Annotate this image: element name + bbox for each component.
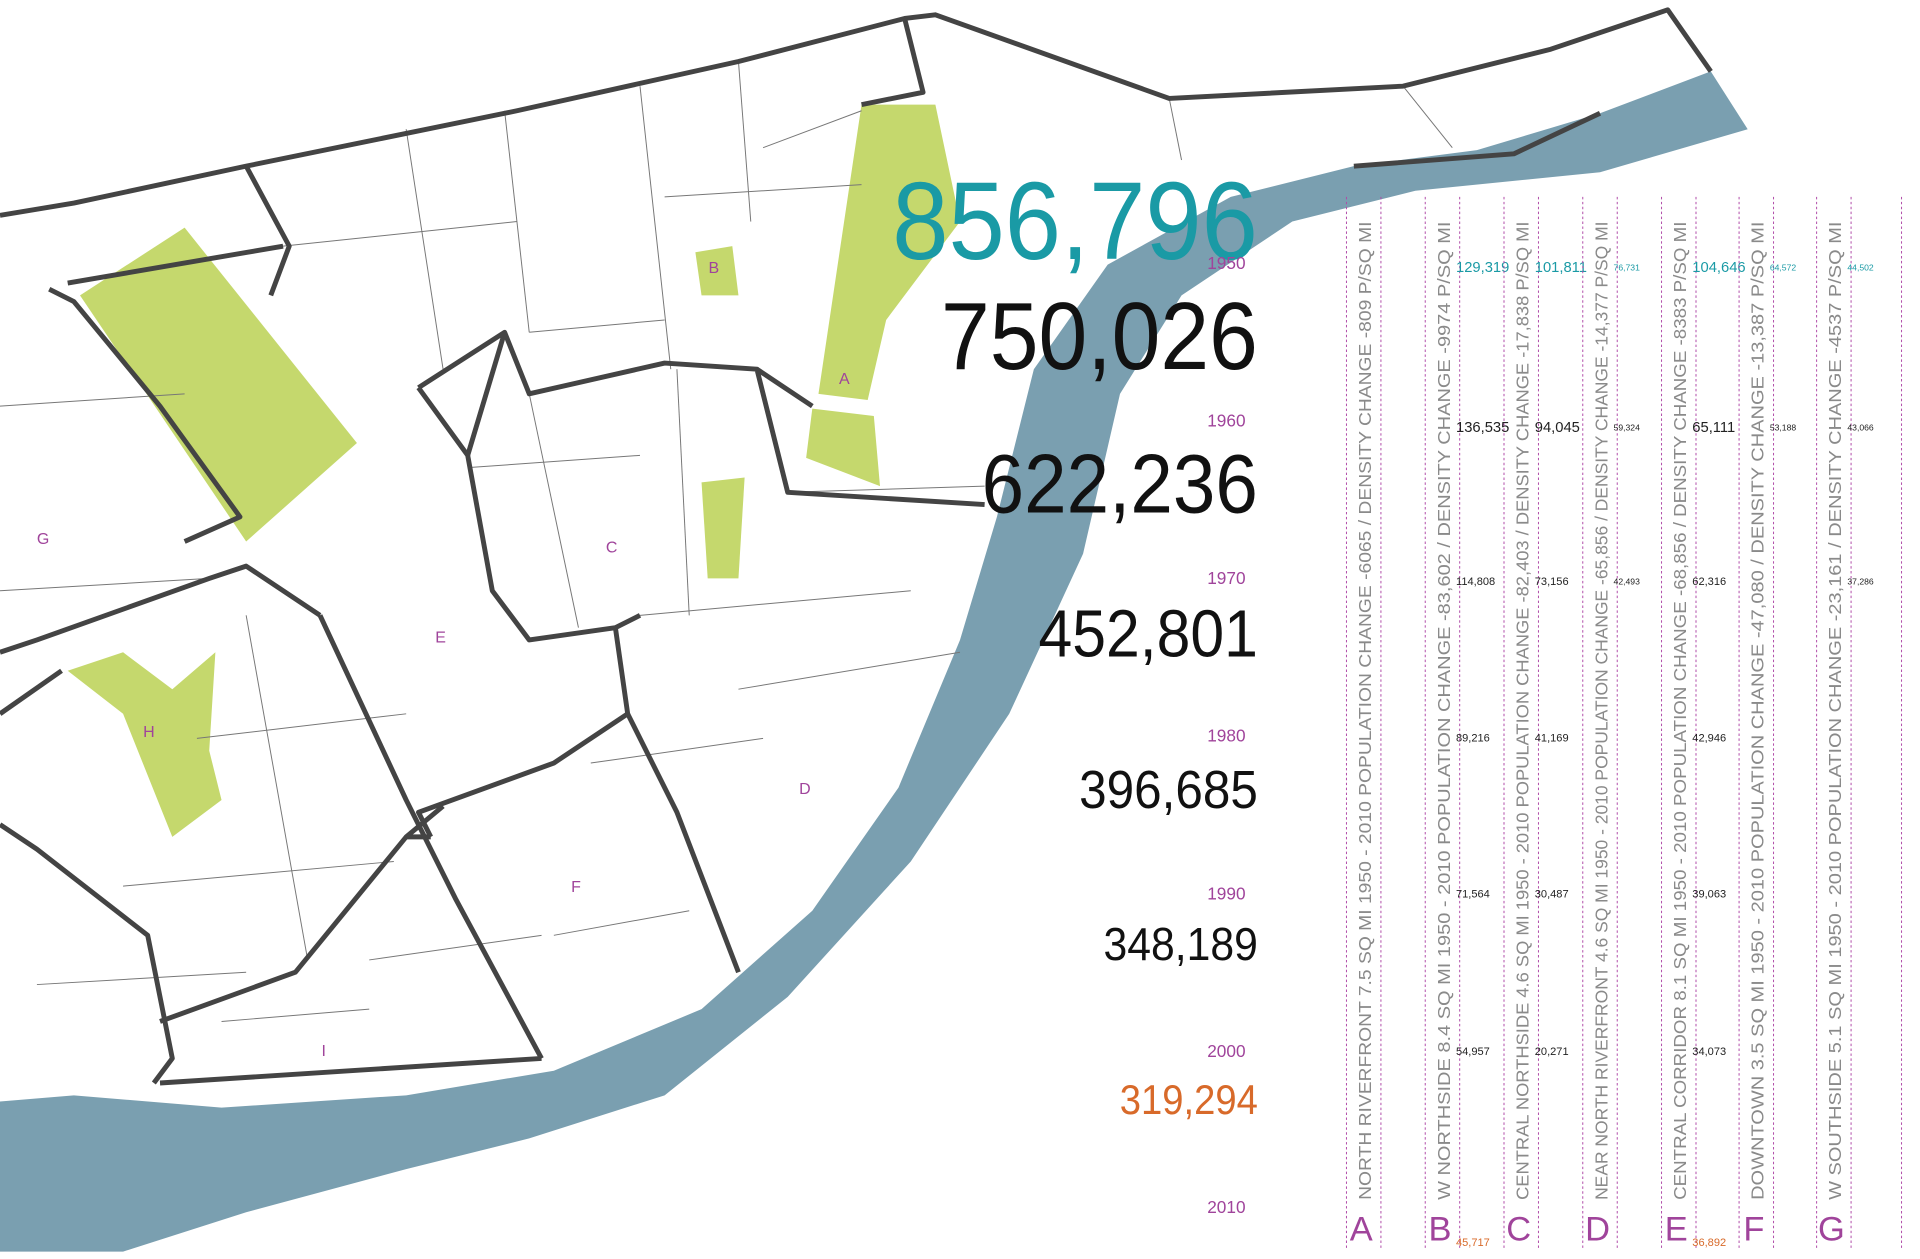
park: [701, 477, 745, 579]
district-population: 54,957: [1456, 1046, 1490, 1058]
year-label: 2010: [1207, 1197, 1245, 1217]
district-population: 114,808: [1456, 576, 1495, 588]
district-label: CENTRAL CORRIDOR 8.1 SQ MI 1950 - 2010 P…: [1670, 222, 1690, 1200]
total-population: 622,236: [982, 437, 1258, 531]
district-population: 101,811: [1535, 260, 1587, 276]
year-label: 1950: [1207, 253, 1245, 273]
total-population: 856,796: [892, 160, 1258, 283]
map-letter: G: [37, 531, 49, 548]
district-population: 71,564: [1456, 889, 1490, 901]
year-label: 1990: [1207, 883, 1245, 903]
district-lines: [0, 7, 1713, 1086]
district-population: 94,045: [1535, 420, 1580, 436]
park: [80, 227, 357, 542]
district-population: 43,066: [1847, 423, 1874, 433]
district-label: NORTH RIVERFRONT 7.5 SQ MI 1950 - 2010 P…: [1355, 222, 1375, 1200]
district-population: 45,717: [1456, 1237, 1490, 1249]
map-letter: B: [709, 260, 720, 277]
park: [806, 408, 880, 487]
neighborhood-lines: [0, 61, 1453, 1022]
district-population: 76,731: [1614, 263, 1641, 273]
district-letter: A: [1350, 1211, 1373, 1249]
year-label: 1980: [1207, 726, 1245, 746]
district-label: W NORTHSIDE 8.4 SQ MI 1950 - 2010 POPULA…: [1434, 222, 1454, 1200]
map-letter: C: [606, 540, 618, 557]
district-population: 65,111: [1692, 420, 1735, 436]
district-population: 20,271: [1535, 1046, 1569, 1058]
district-population: 42,946: [1692, 732, 1726, 744]
total-population: 319,294: [1120, 1076, 1258, 1123]
river: [0, 71, 1748, 1252]
district-label: NEAR NORTH RIVERFRONT 4.6 SQ MI 1950 - 2…: [1591, 222, 1611, 1200]
district-letter: G: [1818, 1211, 1845, 1249]
district-population: 89,216: [1456, 732, 1490, 744]
total-population: 396,685: [1079, 760, 1258, 820]
district-letter: E: [1665, 1211, 1688, 1249]
map-letter: I: [321, 1043, 325, 1060]
total-population: 348,189: [1104, 918, 1258, 970]
year-label: 1960: [1207, 411, 1245, 431]
district-population: 136,535: [1456, 420, 1509, 436]
district-population: 62,316: [1692, 576, 1726, 588]
year-label: 1970: [1207, 568, 1245, 588]
district-label: DOWNTOWN 3.5 SQ MI 1950 - 2010 POPULATIO…: [1748, 222, 1768, 1200]
district-population: 36,892: [1692, 1237, 1726, 1249]
total-population: 750,026: [941, 283, 1258, 390]
district-population: 39,063: [1692, 889, 1726, 901]
map-letter: D: [799, 781, 811, 798]
district-population: 37,286: [1847, 576, 1874, 586]
district-population: 41,169: [1535, 732, 1569, 744]
park: [67, 652, 222, 837]
district-label: CENTRAL NORTHSIDE 4.6 SQ MI 1950 - 2010 …: [1513, 222, 1533, 1200]
district-population: 30,487: [1535, 889, 1569, 901]
district-population: 64,572: [1770, 263, 1797, 273]
district-population: 44,502: [1847, 263, 1874, 273]
map-letter: F: [571, 879, 581, 896]
district-letter: C: [1506, 1211, 1531, 1249]
district-population: 34,073: [1692, 1046, 1726, 1058]
district-label: W SOUTHSIDE 5.1 SQ MI 1950 - 2010 POPULA…: [1825, 222, 1845, 1200]
district-letter: F: [1743, 1211, 1764, 1249]
year-label: 2000: [1207, 1041, 1245, 1061]
district-population: 104,646: [1692, 260, 1745, 276]
park: [818, 104, 960, 400]
parks: [67, 104, 960, 837]
map-letter: E: [435, 629, 446, 646]
map-letter: H: [143, 724, 155, 741]
district-letter: D: [1585, 1211, 1610, 1249]
district-population: 73,156: [1535, 576, 1569, 588]
district-population: 53,188: [1770, 423, 1797, 433]
map-letter: A: [839, 371, 850, 388]
district-population: 129,319: [1456, 260, 1509, 276]
district-population: 59,324: [1614, 423, 1641, 433]
park: [695, 246, 739, 296]
district-population: 42,493: [1614, 576, 1641, 586]
total-population: 452,801: [1039, 598, 1258, 672]
district-letter: B: [1429, 1211, 1452, 1249]
